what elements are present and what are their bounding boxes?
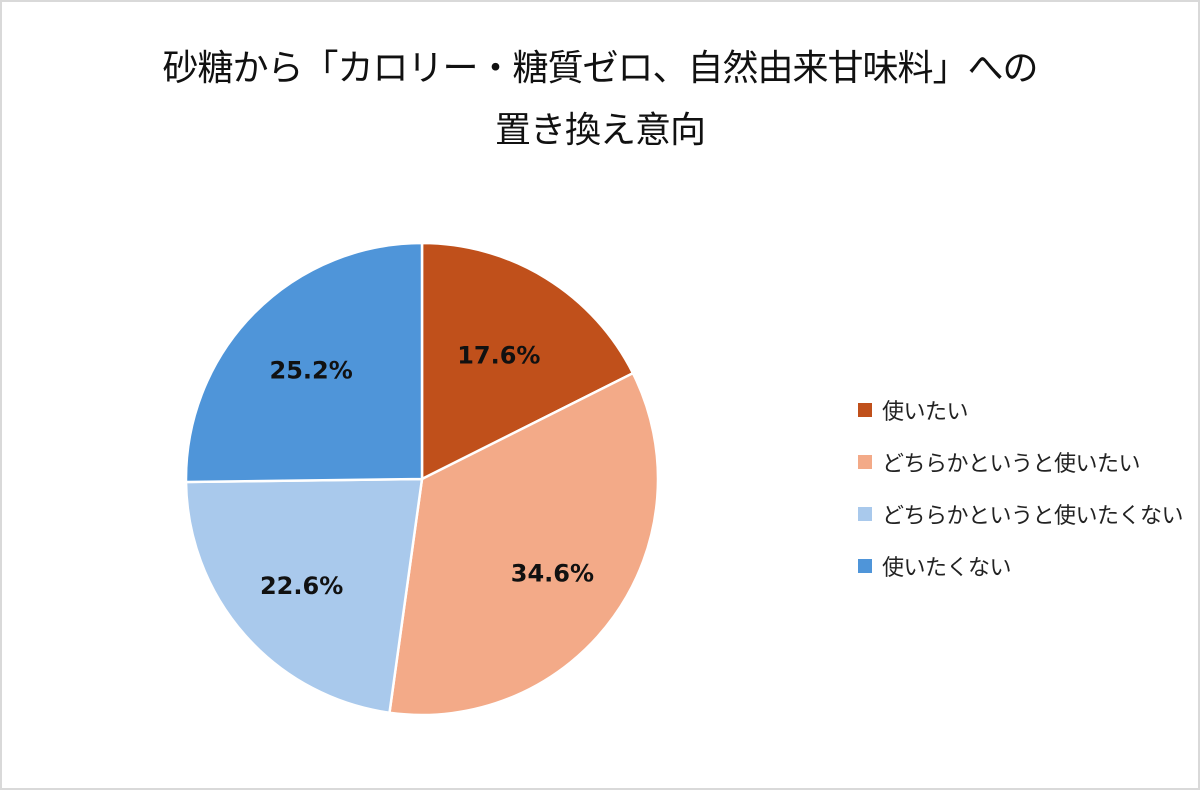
data-label: 34.6% [511, 560, 594, 588]
legend-item-somewhat-not-want: どちらかというと使いたくない [858, 488, 1184, 540]
pie-slices [184, 241, 660, 717]
pie-slice-not-want [184, 241, 424, 484]
data-label: 25.2% [270, 357, 353, 385]
pie-slice-somewhat-want [388, 371, 660, 717]
legend-item-not-want: 使いたくない [858, 540, 1183, 592]
legend-item-want: 使いたい [858, 384, 1183, 436]
legend-swatch [858, 507, 872, 521]
pie-slice-want [420, 241, 635, 482]
pie-data-labels: 17.6% 34.6% 22.6% 25.2% [260, 341, 594, 600]
legend: 使いたい どちらかというと使いたい どちらかというと使いたくない 使いたくない [858, 384, 1184, 592]
chart-title-line-2: 置き換え意向 [494, 110, 706, 151]
chart-title-line-1: 砂糖から「カロリー・糖質ゼロ、自然由来甘味料」への [162, 48, 1038, 89]
data-label: 22.6% [260, 572, 343, 600]
legend-item-somewhat-want: どちらかというと使いたい [858, 436, 1183, 488]
legend-swatch [858, 455, 872, 469]
data-label: 17.6% [457, 341, 540, 369]
chart-title: 砂糖から「カロリー・糖質ゼロ、自然由来甘味料」への 置き換え意向 [0, 38, 1200, 162]
legend-swatch [858, 403, 872, 417]
pie-slice-somewhat-not-want [184, 477, 424, 715]
legend-swatch [858, 559, 872, 573]
